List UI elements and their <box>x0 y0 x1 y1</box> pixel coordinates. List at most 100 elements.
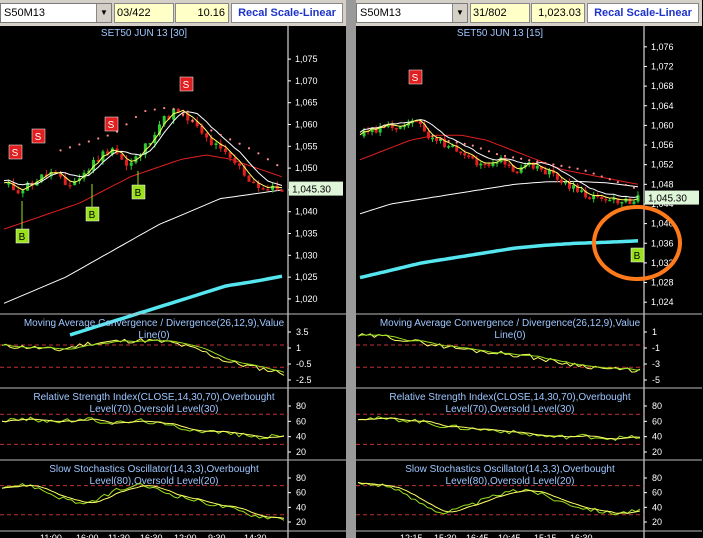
candle-body <box>479 163 483 166</box>
recal-scale-button-left[interactable]: Recal Scale-Linear <box>231 3 343 23</box>
sell-signal-marker[interactable]: S <box>179 76 194 92</box>
buy-signal-marker[interactable]: B <box>630 247 645 263</box>
price-badge <box>289 181 343 196</box>
macd-title-2: Line(0) <box>494 330 525 341</box>
candle-body <box>559 179 563 183</box>
rsi-tick-label: 60 <box>296 416 306 426</box>
candle-body <box>551 170 555 174</box>
candle-body <box>422 124 426 132</box>
rsi-tick-label: 60 <box>652 416 662 426</box>
envelope-dot <box>229 138 232 141</box>
chart-canvas-right[interactable]: SET50 JUN 13 [15] 1,076 1,072 1,068 1,064 1,0… <box>356 26 702 538</box>
signal-label: S <box>12 148 19 159</box>
sell-signal-marker[interactable]: S <box>8 144 23 160</box>
signal-box <box>8 144 23 160</box>
envelope-dot <box>59 149 62 152</box>
price-tick-label: 1,056 <box>651 140 674 150</box>
candle-body <box>451 145 455 147</box>
envelope-dot <box>68 146 72 149</box>
envelope-dot <box>153 108 156 111</box>
time-tick-label: 16:45 <box>466 533 489 538</box>
candle-body <box>261 187 265 190</box>
envelope-dot <box>584 169 587 172</box>
value-field-right: 1,023.03 <box>531 3 585 23</box>
panel-divider[interactable] <box>346 0 356 538</box>
candle-body <box>463 153 467 156</box>
envelope-dot <box>134 115 138 119</box>
info-field-right: 31/802 <box>470 3 530 23</box>
candle-body <box>386 124 390 127</box>
candle-body <box>398 126 402 129</box>
rsi-title: Relative Strength Index(CLOSE,14,30,70),… <box>389 392 630 403</box>
envelope-dot <box>624 183 628 187</box>
envelope-dot <box>487 150 491 153</box>
signal-label: B <box>634 251 641 262</box>
macd-title: Moving Average Convergence / Divergence(… <box>24 318 285 329</box>
candle-body <box>531 162 535 169</box>
envelope-dot <box>471 144 474 147</box>
envelope-dot <box>163 106 166 110</box>
candle-body <box>507 164 511 167</box>
time-tick-label: 16:00 <box>76 533 99 538</box>
price-tick-label: 1,036 <box>651 238 674 248</box>
chart-canvas-left[interactable]: SET50 JUN 13 [30] 1,075 1,070 1,065 1,060 1,0… <box>0 26 346 538</box>
price-tick-label: 1,028 <box>651 278 674 288</box>
candle-body <box>129 162 133 166</box>
candle-body <box>604 198 608 201</box>
price-tick-label: 1,020 <box>295 294 318 304</box>
time-tick-label: 14:30 <box>244 533 267 538</box>
candle-body <box>592 194 596 200</box>
price-tick-label: 1,055 <box>295 141 318 151</box>
candle-body <box>616 198 620 204</box>
chevron-down-icon[interactable]: ▼ <box>452 4 467 22</box>
candle-body <box>362 130 366 137</box>
candle-body <box>543 169 547 175</box>
price-tick-label: 1,040 <box>295 207 318 217</box>
envelope-dot <box>495 153 499 156</box>
buy-signal-marker[interactable]: B <box>15 228 30 244</box>
candle-body <box>68 184 72 187</box>
recal-scale-button-right[interactable]: Recal Scale-Linear <box>587 3 699 23</box>
buy-signal-marker[interactable]: B <box>85 206 100 222</box>
candle-body <box>209 137 213 146</box>
buy-signal-marker[interactable]: B <box>131 184 146 200</box>
macd-title: Moving Average Convergence / Divergence(… <box>380 318 641 329</box>
candle-body <box>73 180 77 186</box>
envelope-dot <box>552 163 555 166</box>
signal-label: S <box>35 132 42 143</box>
sell-signal-marker[interactable]: S <box>408 69 423 85</box>
candle-body <box>588 197 592 200</box>
candle-body <box>40 174 44 182</box>
candle-body <box>252 181 256 184</box>
symbol-dropdown-left[interactable]: S50M13 ▼ <box>0 3 112 23</box>
envelope-dot <box>78 143 81 146</box>
envelope-dot <box>592 172 595 175</box>
envelope-dot <box>238 142 241 145</box>
candle-body <box>195 121 199 127</box>
ma-mid-line <box>3 111 283 186</box>
stoch-title: Slow Stochastics Oscillator(14,3,3),Over… <box>49 464 259 475</box>
rsi-line-b <box>357 417 641 440</box>
candle-body <box>11 182 15 191</box>
signal-box <box>104 116 119 132</box>
candle-body <box>242 165 246 176</box>
rsi-line-b <box>1 418 285 439</box>
envelope-dot <box>503 154 507 158</box>
envelope-dot <box>439 138 442 141</box>
stoch-title-2: Level(80),Oversold Level(20) <box>90 476 219 487</box>
symbol-dropdown-right[interactable]: S50M13 ▼ <box>356 3 468 23</box>
sell-signal-marker[interactable]: S <box>104 116 119 132</box>
candle-body <box>576 185 580 192</box>
price-tick-label: 1,068 <box>651 81 674 91</box>
candle-body <box>148 143 152 145</box>
rsi-title-2: Level(70),Oversold Level(30) <box>90 404 219 415</box>
price-tick-label: 1,024 <box>651 297 674 307</box>
sell-signal-marker[interactable]: S <box>31 128 46 144</box>
macd-tick-label: -3 <box>652 359 660 369</box>
time-tick-label: 15:30 <box>434 533 457 538</box>
rsi-tick-label: 20 <box>296 447 306 457</box>
candle-body <box>200 126 204 134</box>
macd-tick-label: 3.5 <box>296 327 309 337</box>
candle-body <box>447 146 451 148</box>
chevron-down-icon[interactable]: ▼ <box>96 4 111 22</box>
